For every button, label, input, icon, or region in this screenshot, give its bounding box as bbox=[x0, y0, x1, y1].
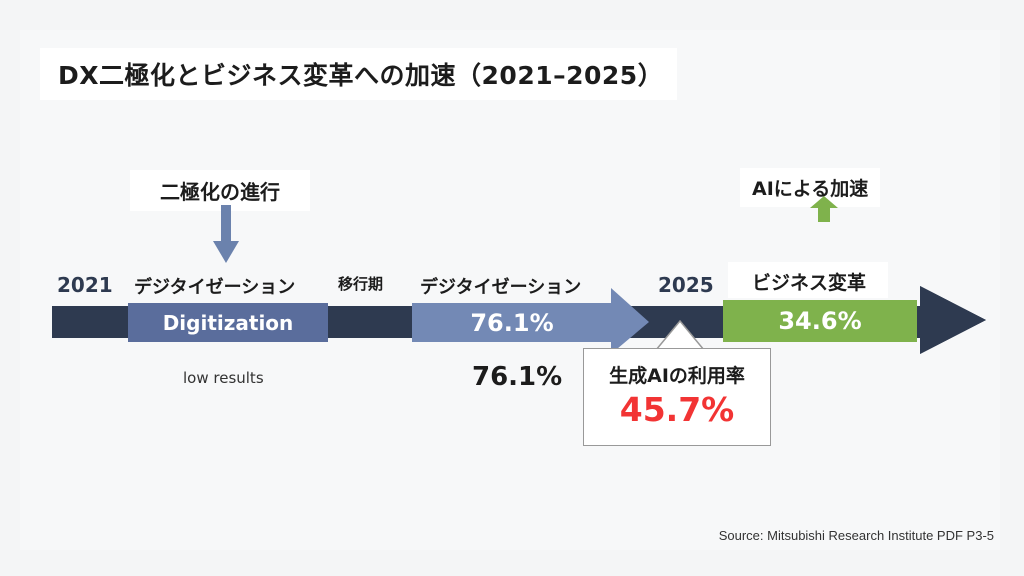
stage2-box: 76.1% bbox=[412, 303, 612, 342]
stage3-box: 34.6% bbox=[723, 300, 917, 342]
down-arrow-icon bbox=[213, 205, 239, 263]
callout-title: 生成AIの利用率 bbox=[609, 365, 745, 387]
transition-label: 移行期 bbox=[338, 275, 384, 293]
stage2-arrowhead-icon bbox=[611, 288, 649, 354]
up-arrow-icon bbox=[810, 196, 838, 222]
stage1-result: low results bbox=[183, 369, 264, 387]
timeline-arrowhead-icon bbox=[920, 286, 986, 354]
stage3-label-bg bbox=[728, 262, 888, 298]
source-note: Source: Mitsubishi Research Institute PD… bbox=[718, 528, 994, 543]
year-2021: 2021 bbox=[57, 273, 113, 297]
year-2025: 2025 bbox=[658, 273, 714, 297]
stage3-label: ビジネス変革 bbox=[752, 272, 867, 294]
callout-pointer bbox=[655, 320, 705, 351]
stage2-label: デジタイゼーション bbox=[420, 277, 582, 298]
callout-value: 45.7% bbox=[619, 390, 735, 429]
stage1-box: Digitization bbox=[128, 303, 328, 342]
genai-usage-callout: 生成AIの利用率 45.7% bbox=[583, 348, 771, 446]
ai-acceleration-label: AIによる加速 bbox=[740, 168, 881, 207]
page-title: DX二極化とビジネス変革への加速（2021–2025） bbox=[40, 48, 678, 100]
stage1-label: デジタイゼーション bbox=[134, 277, 296, 298]
polarization-label: 二極化の進行 bbox=[130, 170, 310, 211]
stage2-result: 76.1% bbox=[472, 362, 563, 392]
